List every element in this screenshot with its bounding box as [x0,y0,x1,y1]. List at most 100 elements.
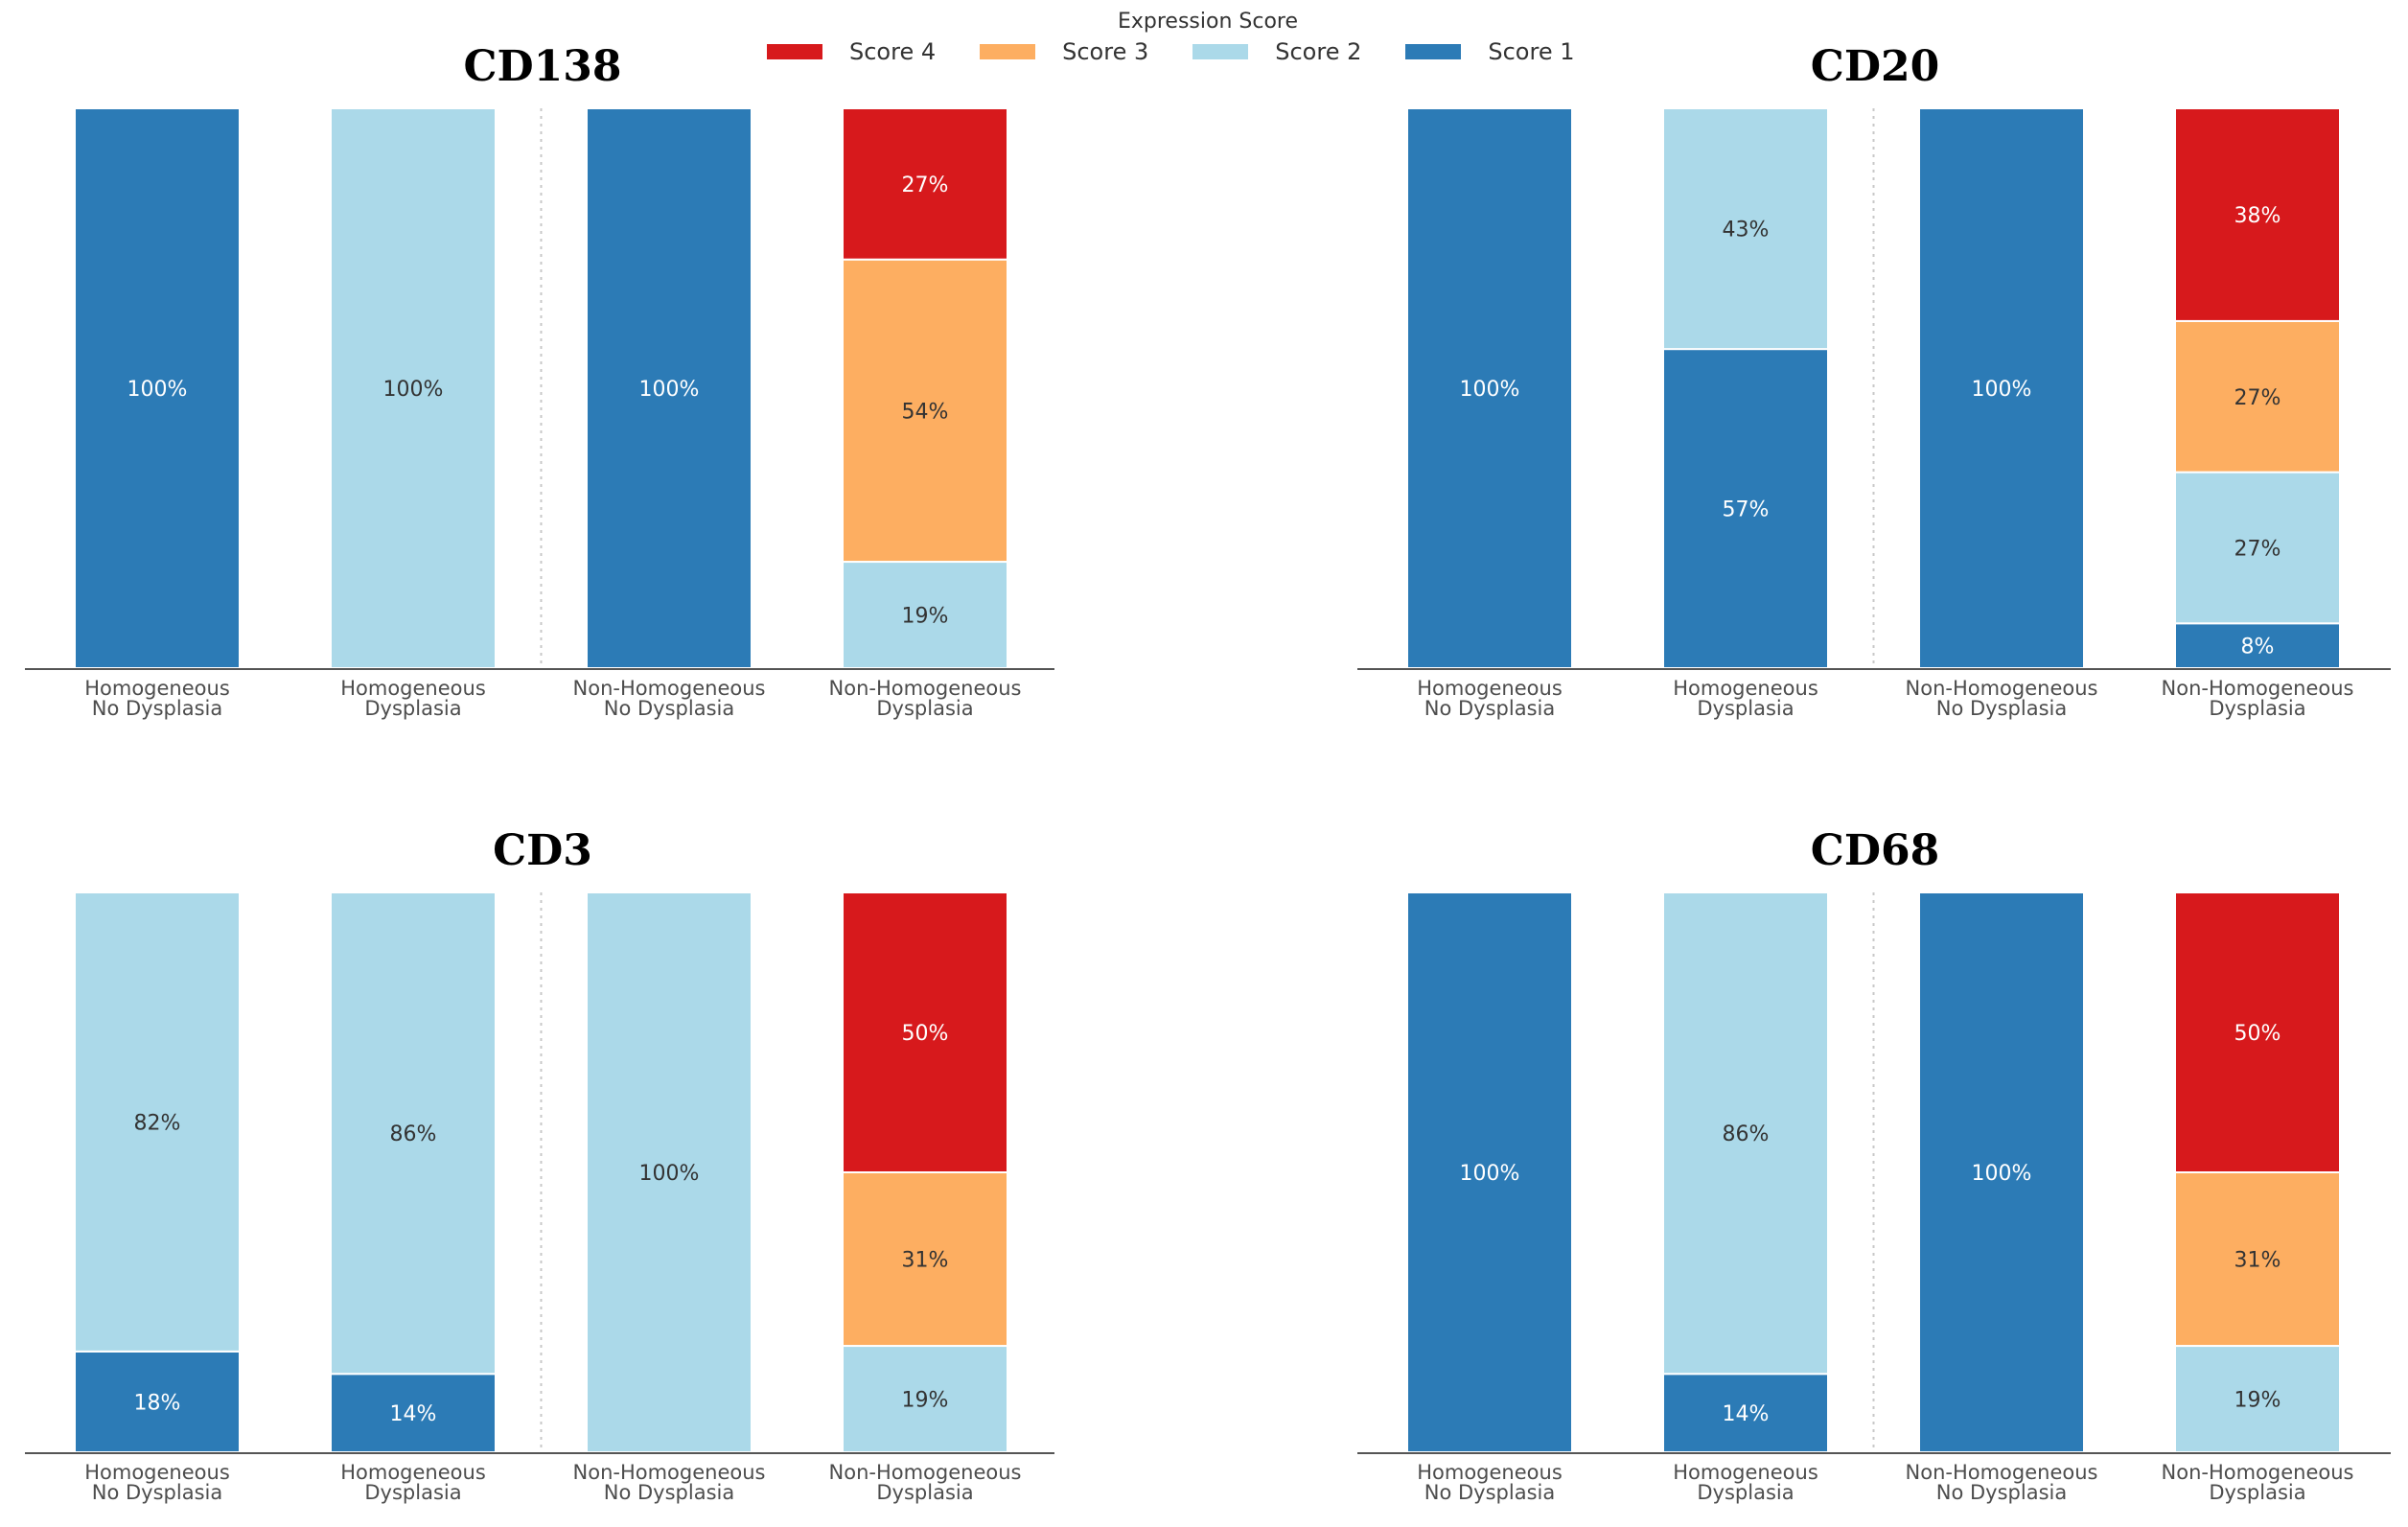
cd138-bar-non-homogeneous-dysplasia-score-2 [842,561,1008,669]
cd138-tick-label-homogeneous-no-dysplasia-line-1: Homogeneous [84,677,230,700]
cd68-tick-label-homogeneous-no-dysplasia-line-2: No Dysplasia [1424,1481,1555,1504]
legend-title: Expression Score [1117,10,1299,34]
cd138-data-label-non-homogeneous-dysplasia-score-3: 54% [902,400,949,424]
cd3-tick-label-homogeneous-dysplasia-line-2: Dysplasia [364,1481,461,1504]
cd20-tick-label-non-homogeneous-dysplasia-line-2: Dysplasia [2209,697,2305,720]
cd20-data-label-non-homogeneous-dysplasia-score-4: 38% [2234,204,2281,228]
cd68-bar-non-homogeneous-dysplasia-score-4 [2174,891,2341,1173]
cd68-data-label-non-homogeneous-dysplasia-score-3: 31% [2234,1249,2281,1273]
cd3-tick-label-homogeneous-no-dysplasia-line-2: No Dysplasia [92,1481,222,1504]
legend-item-score-4: Score 4 [767,38,936,65]
cd20-tick-label-homogeneous-dysplasia-line-2: Dysplasia [1697,697,1794,720]
cd138-tick-label-homogeneous-dysplasia-line-1: Homogeneous [340,677,486,700]
cd68-tick-label-homogeneous-no-dysplasia-line-1: Homogeneous [1417,1461,1563,1484]
cd20-tick-label-homogeneous-no-dysplasia-line-1: Homogeneous [1417,677,1563,700]
cd138-bar-non-homogeneous-dysplasia-score-4 [842,107,1008,261]
legend-item-score-3: Score 3 [980,38,1148,65]
legend-item-score-1: Score 1 [1405,38,1575,65]
cd3-tick-label-non-homogeneous-no-dysplasia-line-1: Non-Homogeneous [573,1461,766,1484]
cd20-data-label-non-homogeneous-dysplasia-score-3: 27% [2234,386,2281,410]
cd3-bar-homogeneous-no-dysplasia-score-2 [74,891,241,1353]
cd138-tick-label-homogeneous-no-dysplasia-line-2: No Dysplasia [92,697,222,720]
cd3-bar-non-homogeneous-dysplasia-score-3 [842,1171,1008,1348]
cd20-bar-non-homogeneous-no-dysplasia-score-1 [1918,107,2085,669]
cd3-bar-homogeneous-dysplasia-score-2 [330,891,497,1376]
cd138-tick-label-non-homogeneous-no-dysplasia-line-1: Non-Homogeneous [573,677,766,700]
cd68-tick-label-homogeneous-dysplasia-line-2: Dysplasia [1697,1481,1794,1504]
legend-label-score-3: Score 3 [1062,38,1149,65]
cd20-bar-non-homogeneous-dysplasia-score-2 [2174,471,2341,625]
cd20-data-label-non-homogeneous-dysplasia-score-2: 27% [2234,537,2281,561]
cd20-tick-label-homogeneous-dysplasia-line-1: Homogeneous [1673,677,1818,700]
cd3-data-label-homogeneous-dysplasia-score-1: 14% [390,1402,437,1426]
cd3-data-label-non-homogeneous-dysplasia-score-3: 31% [902,1249,949,1273]
cd138-bar-non-homogeneous-no-dysplasia-score-1 [586,107,752,669]
cd3-tick-label-homogeneous-dysplasia-line-1: Homogeneous [340,1461,486,1484]
cd68-data-label-homogeneous-dysplasia-score-2: 86% [1723,1122,1770,1146]
cd20-title: CD20 [1811,42,1939,91]
cd20-data-label-homogeneous-dysplasia-score-2: 43% [1723,219,1770,243]
cd20-tick-label-non-homogeneous-no-dysplasia-line-1: Non-Homogeneous [1906,677,2098,700]
cd20-bar-homogeneous-dysplasia-score-2 [1662,107,1829,351]
cd20-bar-homogeneous-no-dysplasia-score-1 [1406,107,1573,669]
cd68-tick-label-non-homogeneous-dysplasia-line-2: Dysplasia [2209,1481,2305,1504]
cd68-tick-label-non-homogeneous-no-dysplasia-line-2: No Dysplasia [1936,1481,2067,1504]
legend: Expression Score Score 4 Score 3 Score 2… [0,0,2408,86]
cd68-tick-label-non-homogeneous-no-dysplasia-line-1: Non-Homogeneous [1906,1461,2098,1484]
cd3-tick-label-non-homogeneous-dysplasia-line-2: Dysplasia [876,1481,973,1504]
cd3-bar-non-homogeneous-dysplasia-score-4 [842,891,1008,1173]
cd138-data-label-non-homogeneous-no-dysplasia-score-1: 100% [639,378,700,402]
legend-swatch-score-4 [767,44,822,59]
legend-item-score-2: Score 2 [1192,38,1361,65]
cd138-tick-label-non-homogeneous-dysplasia-line-2: Dysplasia [876,697,973,720]
cd3-data-label-homogeneous-dysplasia-score-2: 86% [390,1122,437,1146]
cd68-data-label-non-homogeneous-no-dysplasia-score-1: 100% [1972,1162,2032,1186]
cd138-data-label-homogeneous-dysplasia-score-2: 100% [383,378,444,402]
legend-swatch-score-2 [1192,44,1249,59]
legend-label-score-1: Score 1 [1488,38,1575,65]
cd3-bar-homogeneous-dysplasia-score-1 [330,1373,497,1453]
cd68-data-label-non-homogeneous-dysplasia-score-4: 50% [2234,1022,2281,1046]
cd68-bar-homogeneous-dysplasia-score-2 [1662,891,1829,1376]
cd68-data-label-homogeneous-dysplasia-score-1: 14% [1723,1402,1770,1426]
cd68-tick-label-non-homogeneous-dysplasia-line-1: Non-Homogeneous [2162,1461,2354,1484]
cd20-data-label-homogeneous-no-dysplasia-score-1: 100% [1460,378,1520,402]
cd68-bar-non-homogeneous-dysplasia-score-3 [2174,1171,2341,1348]
legend-swatch-score-3 [980,44,1036,59]
cd20-bar-non-homogeneous-dysplasia-score-4 [2174,107,2341,322]
cd20-tick-label-homogeneous-no-dysplasia-line-2: No Dysplasia [1424,697,1555,720]
legend-swatch-score-1 [1405,44,1462,59]
cd20-bar-homogeneous-dysplasia-score-1 [1662,348,1829,669]
cd20-data-label-homogeneous-dysplasia-score-1: 57% [1723,498,1770,522]
legend-label-score-2: Score 2 [1275,38,1362,65]
cd3-data-label-non-homogeneous-dysplasia-score-2: 19% [902,1389,949,1413]
cd3-bar-non-homogeneous-dysplasia-score-2 [842,1345,1008,1453]
cd3-title: CD3 [493,826,592,875]
cd138-tick-label-homogeneous-dysplasia-line-2: Dysplasia [364,697,461,720]
cd3-tick-label-homogeneous-no-dysplasia-line-1: Homogeneous [84,1461,230,1484]
cd20-bar-non-homogeneous-dysplasia-score-3 [2174,319,2341,474]
cd138-data-label-non-homogeneous-dysplasia-score-4: 27% [902,174,949,197]
cd3-data-label-homogeneous-no-dysplasia-score-1: 18% [134,1391,181,1415]
cd138-title: CD138 [463,42,621,91]
cd68-tick-label-homogeneous-dysplasia-line-1: Homogeneous [1673,1461,1818,1484]
legend-items: Score 4 Score 3 Score 2 Score 1 [767,38,1619,65]
cd3-tick-label-non-homogeneous-dysplasia-line-1: Non-Homogeneous [829,1461,1022,1484]
cd68-data-label-homogeneous-no-dysplasia-score-1: 100% [1460,1162,1520,1186]
cd138-tick-label-non-homogeneous-no-dysplasia-line-2: No Dysplasia [604,697,734,720]
legend-label-score-4: Score 4 [849,38,937,65]
cd138-bar-homogeneous-dysplasia-score-2 [330,107,497,669]
cd20-data-label-non-homogeneous-no-dysplasia-score-1: 100% [1972,378,2032,402]
cd3-data-label-homogeneous-no-dysplasia-score-2: 82% [134,1111,181,1135]
cd3-bar-homogeneous-no-dysplasia-score-1 [74,1350,241,1454]
cd3-tick-label-non-homogeneous-no-dysplasia-line-2: No Dysplasia [604,1481,734,1504]
cd138-data-label-non-homogeneous-dysplasia-score-2: 19% [902,605,949,629]
cd68-title: CD68 [1811,826,1939,875]
cd68-bar-non-homogeneous-no-dysplasia-score-1 [1918,891,2085,1453]
cd20-tick-label-non-homogeneous-no-dysplasia-line-2: No Dysplasia [1936,697,2067,720]
cd3-bar-non-homogeneous-no-dysplasia-score-2 [586,891,752,1453]
cd20-tick-label-non-homogeneous-dysplasia-line-1: Non-Homogeneous [2162,677,2354,700]
